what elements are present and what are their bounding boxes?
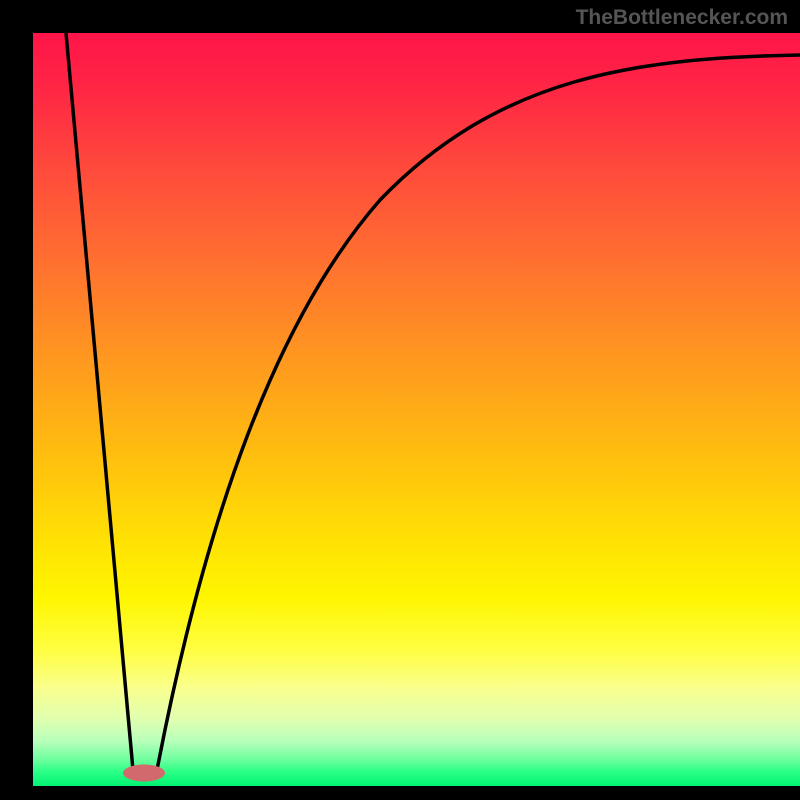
minimum-marker xyxy=(123,765,165,782)
border-bottom xyxy=(0,786,800,800)
watermark-text: TheBottlenecker.com xyxy=(576,6,788,30)
right-asymptotic-curve xyxy=(157,55,800,770)
border-left xyxy=(0,0,33,800)
left-descending-line xyxy=(66,33,133,770)
bottleneck-chart: TheBottlenecker.com xyxy=(0,0,800,800)
curve-layer xyxy=(0,0,800,800)
